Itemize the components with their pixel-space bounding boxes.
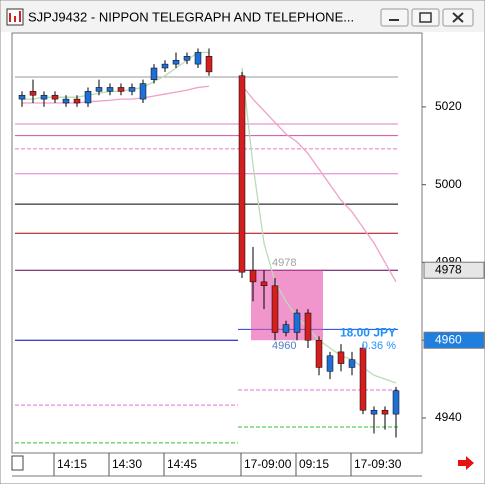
candle-body xyxy=(337,351,345,364)
candle-body xyxy=(29,91,37,96)
price-box: 4960 xyxy=(435,332,462,346)
price-box-bg xyxy=(423,331,485,349)
checkbox[interactable] xyxy=(11,455,24,471)
price-box-bg xyxy=(423,261,485,279)
candle-body xyxy=(282,324,290,333)
candle-body xyxy=(128,87,136,92)
maximize-button[interactable] xyxy=(411,8,440,27)
x-tick-label: 17-09:30 xyxy=(354,457,402,471)
measure-from: 4978 xyxy=(272,257,296,269)
x-tick-label: 14:45 xyxy=(167,457,197,471)
candle-body xyxy=(381,409,389,415)
candle-body xyxy=(117,87,125,92)
candle-body xyxy=(271,285,279,333)
candle-body xyxy=(95,87,103,92)
y-tick-label: 4940 xyxy=(435,410,462,424)
x-tick-label: 14:15 xyxy=(57,457,87,471)
candle-body xyxy=(40,94,48,100)
candle-body xyxy=(106,87,114,92)
measure-label: 18.00 JPY xyxy=(340,325,396,339)
candle-body xyxy=(172,59,180,65)
candle-body xyxy=(315,339,323,368)
candle-body xyxy=(18,94,26,100)
candle-body xyxy=(62,98,70,104)
candle-body xyxy=(51,94,59,100)
moving-average xyxy=(22,85,397,283)
candle-body xyxy=(304,312,312,341)
close-button[interactable] xyxy=(442,8,474,27)
candle-body xyxy=(260,281,268,287)
x-tick-label: 14:30 xyxy=(112,457,142,471)
window-title: SJPJ9432 - NIPPON TELEGRAPH AND TELEPHON… xyxy=(28,9,354,24)
candle-body xyxy=(238,75,246,273)
y-tick-label: 5000 xyxy=(435,177,462,191)
candle-body xyxy=(348,359,356,368)
price-box: 4978 xyxy=(435,262,462,276)
measure-to: 4960 xyxy=(272,340,296,352)
candle-body xyxy=(249,269,257,283)
app-icon xyxy=(6,8,24,26)
candle-body xyxy=(370,409,378,415)
candle-body xyxy=(73,98,81,104)
candle-body xyxy=(194,52,202,65)
candle-body xyxy=(139,83,147,100)
candle-body xyxy=(359,347,367,411)
candle-body xyxy=(392,390,400,415)
candle-body xyxy=(84,91,92,104)
candle-body xyxy=(205,56,213,73)
y-tick-label: 5020 xyxy=(435,99,462,113)
candle-body xyxy=(161,63,169,69)
minimize-button[interactable] xyxy=(380,8,409,27)
x-tick-label: 17-09:00 xyxy=(244,457,292,471)
candle-body xyxy=(293,312,301,333)
candle-body xyxy=(150,67,158,80)
x-tick-label: 09:15 xyxy=(299,457,329,471)
candle-body xyxy=(183,56,191,61)
scroll-arrow[interactable] xyxy=(458,456,474,470)
candle-body xyxy=(326,355,334,372)
measure-percent: 0.36 % xyxy=(362,340,396,352)
